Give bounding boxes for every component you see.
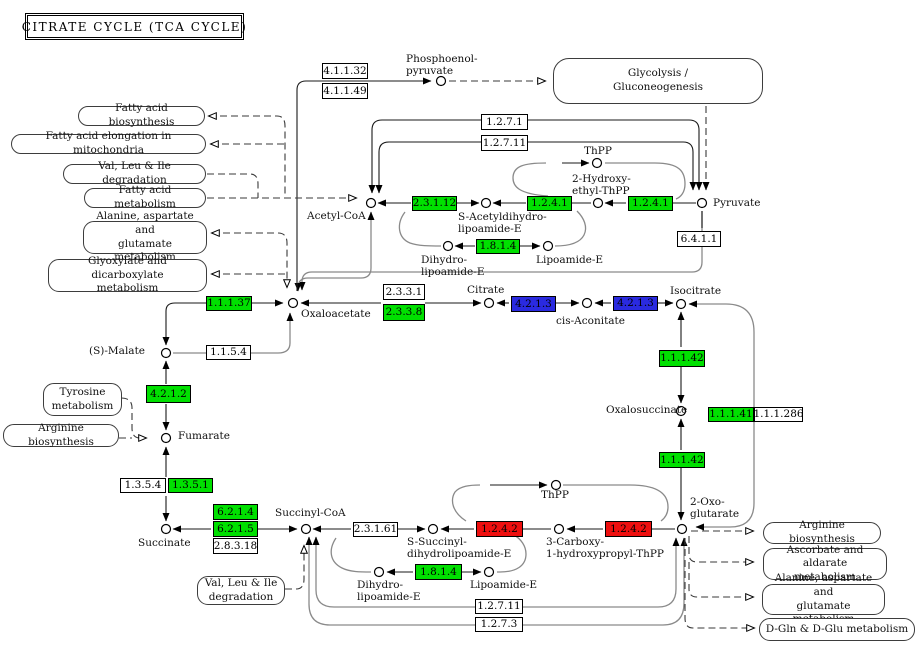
compound-2-hydroxyethyl-thpp[interactable] [592,197,604,209]
enzyme-1.1.1.41[interactable]: 1.1.1.41 [708,407,754,422]
pathway-val-leu-ile-degradation-top[interactable]: Val, Leu & Ile degradation [63,160,206,186]
enzyme-2.3.1.12[interactable]: 2.3.1.12 [412,196,457,211]
pathway-glyoxylate-dicarboxylate[interactable]: Glyoxylate and dicarboxylate metabolism [48,255,207,294]
compound-succinyl-coa[interactable] [300,523,312,535]
enzyme-4.1.1.49[interactable]: 4.1.1.49 [322,83,368,99]
compound-succinate[interactable] [160,523,172,535]
enzyme-4.2.1.2[interactable]: 4.2.1.2 [146,385,191,403]
pathway-tyrosine-metabolism[interactable]: Tyrosine metabolism [43,383,122,416]
label-phosphoenolpyruvate: Phosphoenol- pyruvate [406,53,478,78]
enzyme-4.1.1.32[interactable]: 4.1.1.32 [322,63,368,79]
enzyme-1.2.7.3[interactable]: 1.2.7.3 [475,617,523,632]
enzyme-1.2.7.11-bottom[interactable]: 1.2.7.11 [475,599,523,614]
compound-s-acetyldihydrolipoamide[interactable] [480,197,492,209]
enzyme-2.8.3.18[interactable]: 2.8.3.18 [213,538,258,554]
pathway-ala-asp-glu-metabolism-right[interactable]: Alanine, aspartate and glutamate metabol… [762,572,885,625]
enzyme-6.2.1.5[interactable]: 6.2.1.5 [213,521,258,537]
compound-nodes [160,75,708,578]
enzyme-1.2.4.2-b[interactable]: 1.2.4.2 [605,521,652,537]
compound-s-succinyldihydrolipoamide[interactable] [427,523,439,535]
label-succinate: Succinate [138,537,191,549]
enzyme-1.2.7.1[interactable]: 1.2.7.1 [481,114,528,130]
compound-oxalosuccinate[interactable] [675,405,687,417]
label-2-oxoglutarate: 2-Oxo- glutarate [690,496,740,521]
enzyme-1.1.1.37[interactable]: 1.1.1.37 [206,296,252,311]
enzyme-1.3.5.4[interactable]: 1.3.5.4 [120,478,166,493]
label-succinyl-coa: Succinyl-CoA [275,507,346,519]
compound-thpp-bottom[interactable] [550,479,562,491]
pathway-arginine-biosynthesis-right[interactable]: Arginine biosynthesis [763,519,881,545]
label-2-hydroxyethyl-thpp: 2-Hydroxy- ethyl-ThPP [572,173,631,198]
reaction-lines [162,77,703,576]
pathway-ala-asp-glu-metabolism-left[interactable]: Alanine, aspartate and glutamate metabol… [83,210,207,263]
compound-citrate[interactable] [483,297,495,309]
compound-thpp-top[interactable] [591,157,603,169]
pathway-d-gln-d-glu-metabolism[interactable]: D-Gln & D-Glu metabolism [759,618,915,641]
label-s-malate: (S)-Malate [89,345,145,357]
pathway-glycolysis[interactable]: Glycolysis / Gluconeogenesis [553,58,763,104]
enzyme-4.2.1.3-a[interactable]: 4.2.1.3 [511,296,556,312]
compound-oxaloacetate[interactable] [287,297,299,309]
enzyme-1.1.1.42-a[interactable]: 1.1.1.42 [659,350,705,367]
compound-isocitrate[interactable] [675,298,687,310]
pathway-links-dashed [119,81,754,628]
label-dihydrolipoamide-top: Dihydro- lipoamide-E [421,254,485,279]
label-s-succinyldihydrolipoamide: S-Succinyl- dihydrolipoamide-E [407,536,512,561]
enzyme-6.2.1.4[interactable]: 6.2.1.4 [213,504,258,520]
enzyme-2.3.1.61[interactable]: 2.3.1.61 [353,522,398,537]
pathway-fatty-acid-biosynthesis[interactable]: Fatty acid biosynthesis [78,102,205,128]
compound-2-oxoglutarate[interactable] [676,523,688,535]
label-pyruvate: Pyruvate [713,197,761,209]
enzyme-6.4.1.1[interactable]: 6.4.1.1 [677,231,721,247]
pathway-fatty-acid-elongation[interactable]: Fatty acid elongation in mitochondria [11,130,206,156]
enzyme-1.2.4.1-a[interactable]: 1.2.4.1 [527,196,572,211]
enzyme-1.1.1.42-b[interactable]: 1.1.1.42 [659,452,705,468]
enzyme-1.1.5.4[interactable]: 1.1.5.4 [206,345,251,360]
map-title: CITRATE CYCLE (TCA CYCLE) [22,15,246,38]
label-oxalosuccinate: Oxalosuccinate [606,404,688,416]
pathway-fatty-acid-metabolism[interactable]: Fatty acid metabolism [84,184,206,210]
label-cis-aconitate: cis-Aconitate [556,315,625,327]
enzyme-1.2.4.2-a[interactable]: 1.2.4.2 [476,521,523,537]
enzyme-1.2.7.11[interactable]: 1.2.7.11 [481,135,528,151]
enzyme-1.8.1.4-top[interactable]: 1.8.1.4 [476,239,520,254]
label-s-acetyldihydrolipoamide: S-Acetyldihydro- lipoamide-E [458,211,547,236]
compound-dihydrolipoamide-top[interactable] [442,240,454,252]
compound-dihydrolipoamide-bottom[interactable] [373,566,385,578]
label-lipoamide-bottom: Lipoamide-E [470,579,538,591]
label-fumarate: Fumarate [178,430,230,442]
map-title-box: CITRATE CYCLE (TCA CYCLE) [22,13,246,40]
compound-3-carboxy-1-hydroxypropyl-thpp[interactable] [553,523,565,535]
compound-lipoamide-bottom[interactable] [483,566,495,578]
compound-acetyl-coa[interactable] [365,197,377,209]
enzyme-4.2.1.3-b[interactable]: 4.2.1.3 [613,296,658,311]
label-oxaloacetate: Oxaloacetate [301,308,371,320]
label-acetyl-coa: Acetyl-CoA [307,210,366,222]
label-3-carboxy-1-hydroxypropyl-thpp: 3-Carboxy- 1-hydroxypropyl-ThPP [546,536,664,561]
enzyme-1.2.4.1-b[interactable]: 1.2.4.1 [628,196,673,211]
compound-pyruvate[interactable] [696,197,708,209]
label-citrate: Citrate [467,284,505,296]
enzyme-2.3.3.8[interactable]: 2.3.3.8 [383,304,425,321]
pathway-ascorbate-aldarate[interactable]: Ascorbate and aldarate metabolism [763,544,887,583]
label-thpp-top: ThPP [584,145,612,157]
compound-fumarate[interactable] [160,432,172,444]
enzyme-1.3.5.1[interactable]: 1.3.5.1 [168,478,213,493]
compound-s-malate[interactable] [160,347,172,359]
pathway-val-leu-ile-degradation-bottom[interactable]: Val, Leu & Ile degradation [197,576,285,605]
label-lipoamide-top: Lipoamide-E [536,254,604,266]
label-thpp-bottom: ThPP [541,489,569,501]
compound-lipoamide-top[interactable] [542,240,554,252]
enzyme-1.8.1.4-bottom[interactable]: 1.8.1.4 [415,564,462,580]
enzyme-2.3.3.1[interactable]: 2.3.3.1 [383,284,425,300]
compound-phosphoenolpyruvate[interactable] [435,75,447,87]
label-isocitrate: Isocitrate [670,285,722,297]
enzyme-1.1.1.286[interactable]: 1.1.1.286 [753,407,804,422]
pathway-arginine-biosynthesis-left[interactable]: Arginine biosynthesis [3,422,119,448]
compound-cis-aconitate[interactable] [581,297,593,309]
label-dihydrolipoamide-bottom: Dihydro- lipoamide-E [357,579,421,604]
